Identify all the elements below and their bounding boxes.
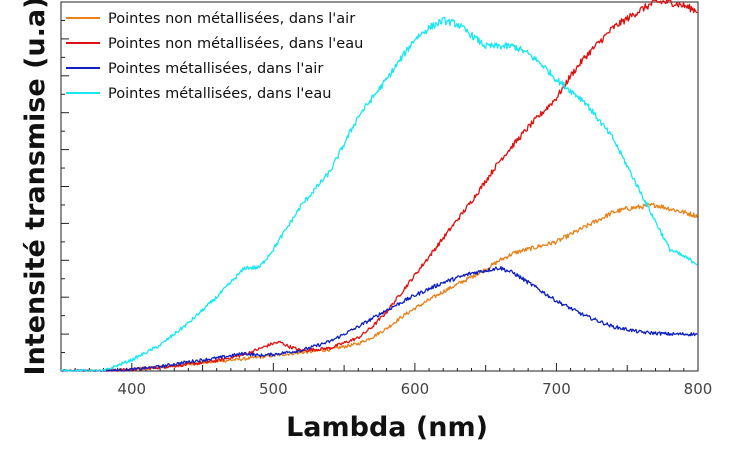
- axis-ticks: 400 500 600 700 800: [60, 1, 713, 398]
- series-line-3: [60, 265, 698, 372]
- x-tick-label: 600: [401, 380, 430, 398]
- series-lines: [60, 0, 698, 372]
- x-axis-title: Lambda (nm): [286, 412, 488, 443]
- legend-label-4: Pointes métallisées, dans l'eau: [108, 86, 331, 102]
- legend-label-1: Pointes non métallisées, dans l'air: [108, 11, 355, 27]
- x-tick-label: 400: [117, 380, 146, 398]
- series-line-1: [60, 202, 698, 372]
- series-line-2: [60, 0, 698, 372]
- legend-label-3: Pointes métallisées, dans l'air: [108, 61, 323, 77]
- legend-label-2: Pointes non métallisées, dans l'eau: [108, 36, 363, 52]
- x-tick-label: 800: [684, 380, 713, 398]
- x-tick-label: 500: [259, 380, 288, 398]
- legend: Pointes non métallisées, dans l'air Point…: [66, 11, 363, 102]
- x-tick-label: 700: [542, 380, 571, 398]
- y-axis-title: Intensité transmise (u.a): [20, 0, 51, 375]
- series-line-4: [60, 16, 698, 372]
